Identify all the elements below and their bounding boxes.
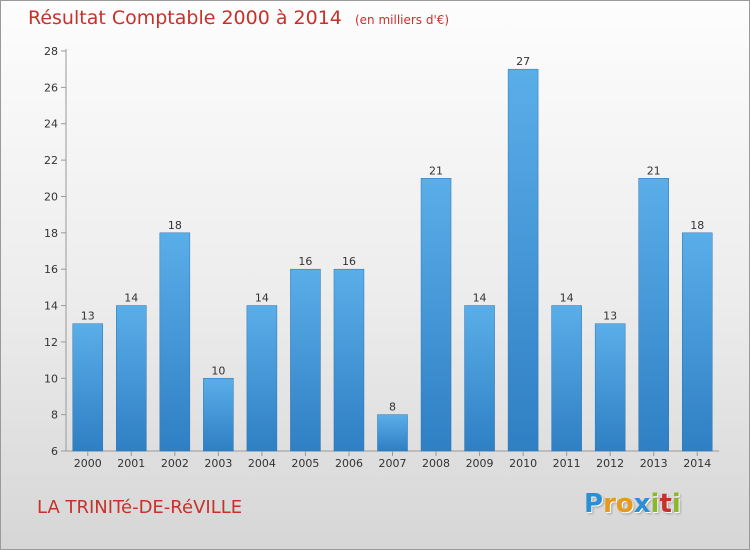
proxiti-logo: Proxiti [584, 489, 681, 519]
chart-title-block: Résultat Comptable 2000 à 2014 (en milli… [28, 7, 449, 29]
y-tick-label: 6 [51, 445, 58, 458]
bar [551, 305, 582, 452]
x-tick-label: 2001 [117, 457, 145, 470]
commune-name: LA TRINITé-DE-RéVILLE [37, 497, 243, 518]
bar [464, 305, 495, 452]
bar-value-label: 16 [342, 255, 356, 268]
bar-value-label: 18 [690, 219, 704, 232]
y-tick-label: 22 [44, 154, 58, 167]
logo-letter: o [615, 489, 634, 519]
bar-value-label: 18 [168, 219, 182, 232]
chart-subtitle: (en milliers d'€) [354, 13, 450, 27]
x-tick-label: 2003 [204, 457, 232, 470]
bar-value-label: 13 [603, 310, 617, 323]
bar-value-label: 14 [255, 292, 269, 305]
logo-letter: t [659, 489, 672, 519]
x-tick-label: 2012 [596, 457, 624, 470]
bar [116, 305, 147, 452]
bar-value-label: 21 [429, 164, 443, 177]
bar [594, 323, 626, 452]
x-tick-label: 2008 [422, 457, 450, 470]
x-tick-label: 2006 [335, 457, 363, 470]
bar-value-label: 14 [473, 292, 487, 305]
logo-letter: x [633, 489, 651, 519]
bar [420, 178, 452, 452]
logo-letter: i [671, 489, 681, 519]
y-tick-label: 10 [44, 372, 58, 385]
bar [638, 178, 669, 452]
logo-letter: r [603, 489, 616, 519]
x-tick-label: 2004 [248, 457, 276, 470]
y-tick-label: 18 [44, 227, 58, 240]
y-tick-label: 12 [44, 336, 58, 349]
bar [246, 305, 278, 452]
x-tick-label: 2014 [683, 457, 711, 470]
logo-letter: i [650, 489, 660, 519]
x-tick-label: 2013 [640, 457, 668, 470]
bar-value-label: 13 [81, 310, 95, 323]
y-tick-label: 24 [44, 118, 58, 131]
y-tick-label: 8 [51, 409, 58, 422]
logo-letter: P [584, 489, 604, 519]
bar [203, 378, 234, 452]
bar [507, 68, 539, 452]
bar-value-label: 21 [647, 164, 661, 177]
bar [377, 414, 408, 452]
bar-value-label: 16 [298, 255, 312, 268]
x-tick-label: 2005 [291, 457, 319, 470]
x-tick-label: 2011 [553, 457, 581, 470]
bar-value-label: 10 [211, 364, 225, 377]
y-tick-label: 14 [44, 300, 58, 313]
x-tick-label: 2000 [74, 457, 102, 470]
x-tick-label: 2002 [161, 457, 189, 470]
y-tick-label: 26 [44, 81, 58, 94]
bar [681, 232, 713, 452]
bar-value-label: 8 [389, 401, 396, 414]
bar [72, 323, 104, 452]
bar-value-label: 27 [516, 55, 530, 68]
bar-value-label: 14 [124, 292, 138, 305]
x-tick-label: 2009 [466, 457, 494, 470]
bar-value-label: 14 [560, 292, 574, 305]
bar [333, 268, 365, 452]
bar [159, 232, 191, 452]
bar [290, 268, 321, 452]
y-tick-label: 20 [44, 190, 58, 203]
chart-title: Résultat Comptable 2000 à 2014 [28, 7, 342, 29]
y-tick-label: 16 [44, 263, 58, 276]
y-tick-label: 28 [44, 45, 58, 58]
x-tick-label: 2010 [509, 457, 537, 470]
x-tick-label: 2007 [379, 457, 407, 470]
